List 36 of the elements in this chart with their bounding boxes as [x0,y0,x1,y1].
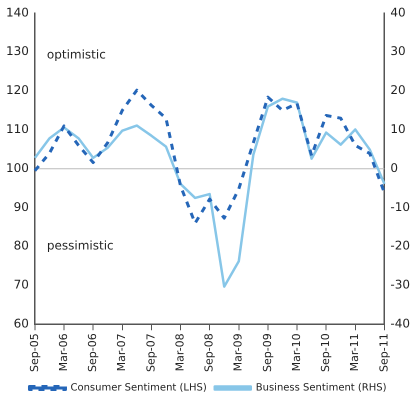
legend-label: Consumer Sentiment (LHS) [70,382,207,394]
y-tick-label: 70 [14,278,29,292]
x-tick-label: Sep-07 [144,333,158,372]
x-tick-label: Sep-10 [319,333,332,372]
x-tick-label: Sep-05 [28,333,41,372]
y-tick-label: 110 [6,122,29,136]
y2-tick-label: 40 [390,5,406,20]
x-tick-label: Mar-08 [173,333,186,372]
y2-tick-label: 20 [390,83,406,98]
y-tick-label: 100 [6,160,29,175]
annotation: optimistic [46,47,106,62]
y2-tick-label: -20 [390,238,410,253]
y-tick-label: 140 [6,5,29,20]
x-tick-label: Sep-09 [260,333,274,372]
x-tick-label: Sep-06 [86,333,100,372]
x-tick-label: Mar-06 [56,333,70,372]
x-tick-label: Mar-11 [348,333,362,372]
y-tick-label: 120 [6,83,29,98]
line-series [33,88,386,225]
annotation: pessimistic [46,238,114,253]
x-tick-label: Sep-08 [202,333,216,372]
y2-tick-label: 10 [390,122,406,136]
x-tick-label: Mar-10 [290,333,303,372]
y2-tick-label: 30 [390,44,406,58]
y2-tick-label: -10 [390,200,410,214]
x-tick-label: Mar-07 [115,333,128,372]
x-tick-label: Mar-09 [232,333,245,372]
y2-tick-label: -30 [390,278,410,292]
y-tick-label: 60 [14,316,29,330]
x-tick-label: Sep-11 [377,333,390,372]
y-tick-label: 90 [14,200,29,214]
y-tick-label: 80 [14,238,29,253]
y-tick-label: 130 [6,44,29,58]
legend-label: Business Sentiment (RHS) [256,382,387,394]
y2-tick-label: -40 [390,316,410,330]
y2-tick-label: 0 [390,160,398,175]
